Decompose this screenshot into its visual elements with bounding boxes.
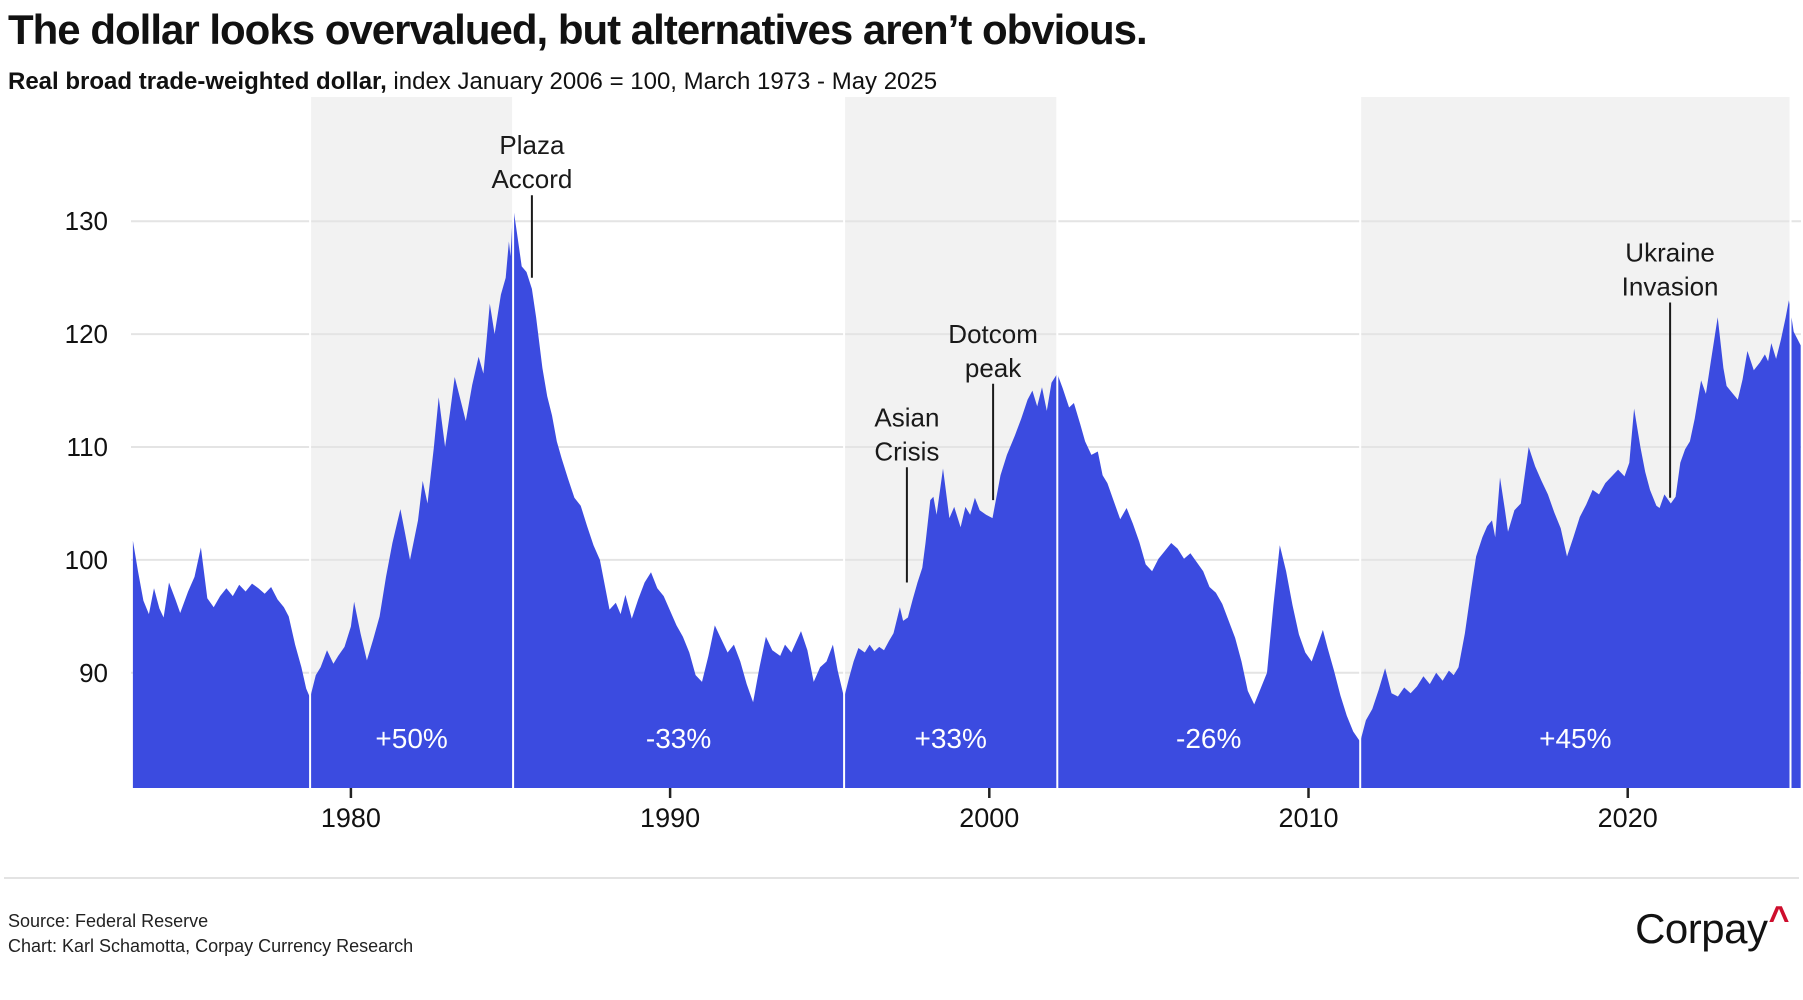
area-chart: +50% -33% +33% -26% +45% 1980 1990 2000 2010 2020… [65, 97, 1801, 833]
y-axis-label-110: 110 [67, 432, 108, 462]
x-axis-label-1980: 1980 [321, 803, 381, 833]
annotation-label-asian-crisis: Crisis [874, 436, 939, 466]
annotation-label-asian-crisis: Asian [874, 402, 939, 432]
x-axis-label-2020: 2020 [1598, 803, 1658, 833]
x-axis-label-2010: 2010 [1278, 803, 1338, 833]
footer-divider [4, 877, 1799, 879]
annotation-label-ukraine-invasion: Invasion [1622, 272, 1719, 302]
annotation-label-ukraine-invasion: Ukraine [1625, 238, 1715, 268]
segment-change-label: +50% [375, 723, 447, 754]
annotation-label-dotcom-peak: Dotcom [948, 319, 1038, 349]
subtitle-series-name: Real broad trade-weighted dollar, [8, 68, 387, 95]
segment-change-label: -33% [646, 723, 711, 754]
source-line: Source: Federal Reserve [8, 911, 209, 931]
subtitle-index-range: index January 2006 = 100, March 1973 - M… [386, 68, 938, 95]
corpay-caret-icon: ^ [1768, 898, 1789, 939]
x-axis-label-1990: 1990 [640, 803, 700, 833]
annotation-label-plaza-accord: Plaza [499, 130, 565, 160]
x-axis-label-2000: 2000 [959, 803, 1019, 833]
page-title: The dollar looks overvalued, but alterna… [8, 6, 1148, 53]
segment-change-label: -26% [1176, 723, 1241, 754]
y-axis-label-90: 90 [79, 658, 108, 688]
dollar-index-area [132, 206, 1801, 788]
chart-subtitle: Real broad trade-weighted dollar, index … [8, 68, 937, 96]
corpay-logo-text: Corpay [1635, 905, 1768, 952]
segment-change-label: +33% [914, 723, 986, 754]
segment-change-label: +45% [1539, 723, 1611, 754]
y-axis-label-120: 120 [65, 319, 108, 349]
y-axis-label-100: 100 [65, 545, 108, 575]
corpay-logo: Corpay^ [1635, 898, 1789, 953]
y-axis-label-130: 130 [65, 206, 108, 236]
annotation-label-dotcom-peak: peak [965, 353, 1022, 383]
source-block: Source: Federal Reserve Chart: Karl Scha… [8, 909, 413, 959]
credit-line: Chart: Karl Schamotta, Corpay Currency R… [8, 936, 414, 956]
annotation-label-plaza-accord: Accord [491, 164, 572, 194]
